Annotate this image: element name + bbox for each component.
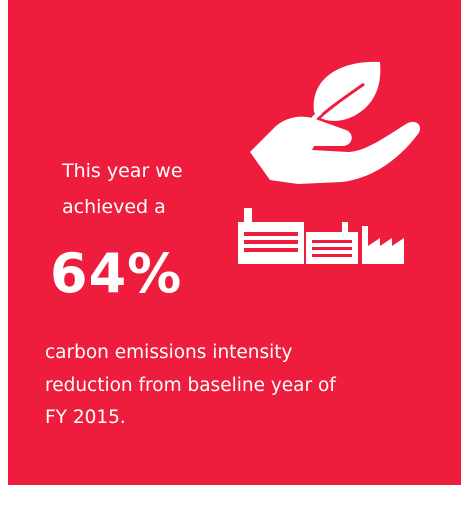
icons <box>238 61 421 264</box>
description-line: FY 2015. <box>45 407 126 428</box>
description-line: carbon emissions intensity <box>45 342 293 363</box>
intro-line: achieved a <box>62 196 166 218</box>
intro-line: This year we <box>62 160 183 182</box>
factory-windows <box>244 232 352 257</box>
infographic-card: This year we achieved a 64% carbon emiss… <box>8 0 461 485</box>
headline-figure: 64% <box>50 242 183 305</box>
description-line: reduction from baseline year of <box>45 375 336 396</box>
hand-icon <box>250 116 421 184</box>
